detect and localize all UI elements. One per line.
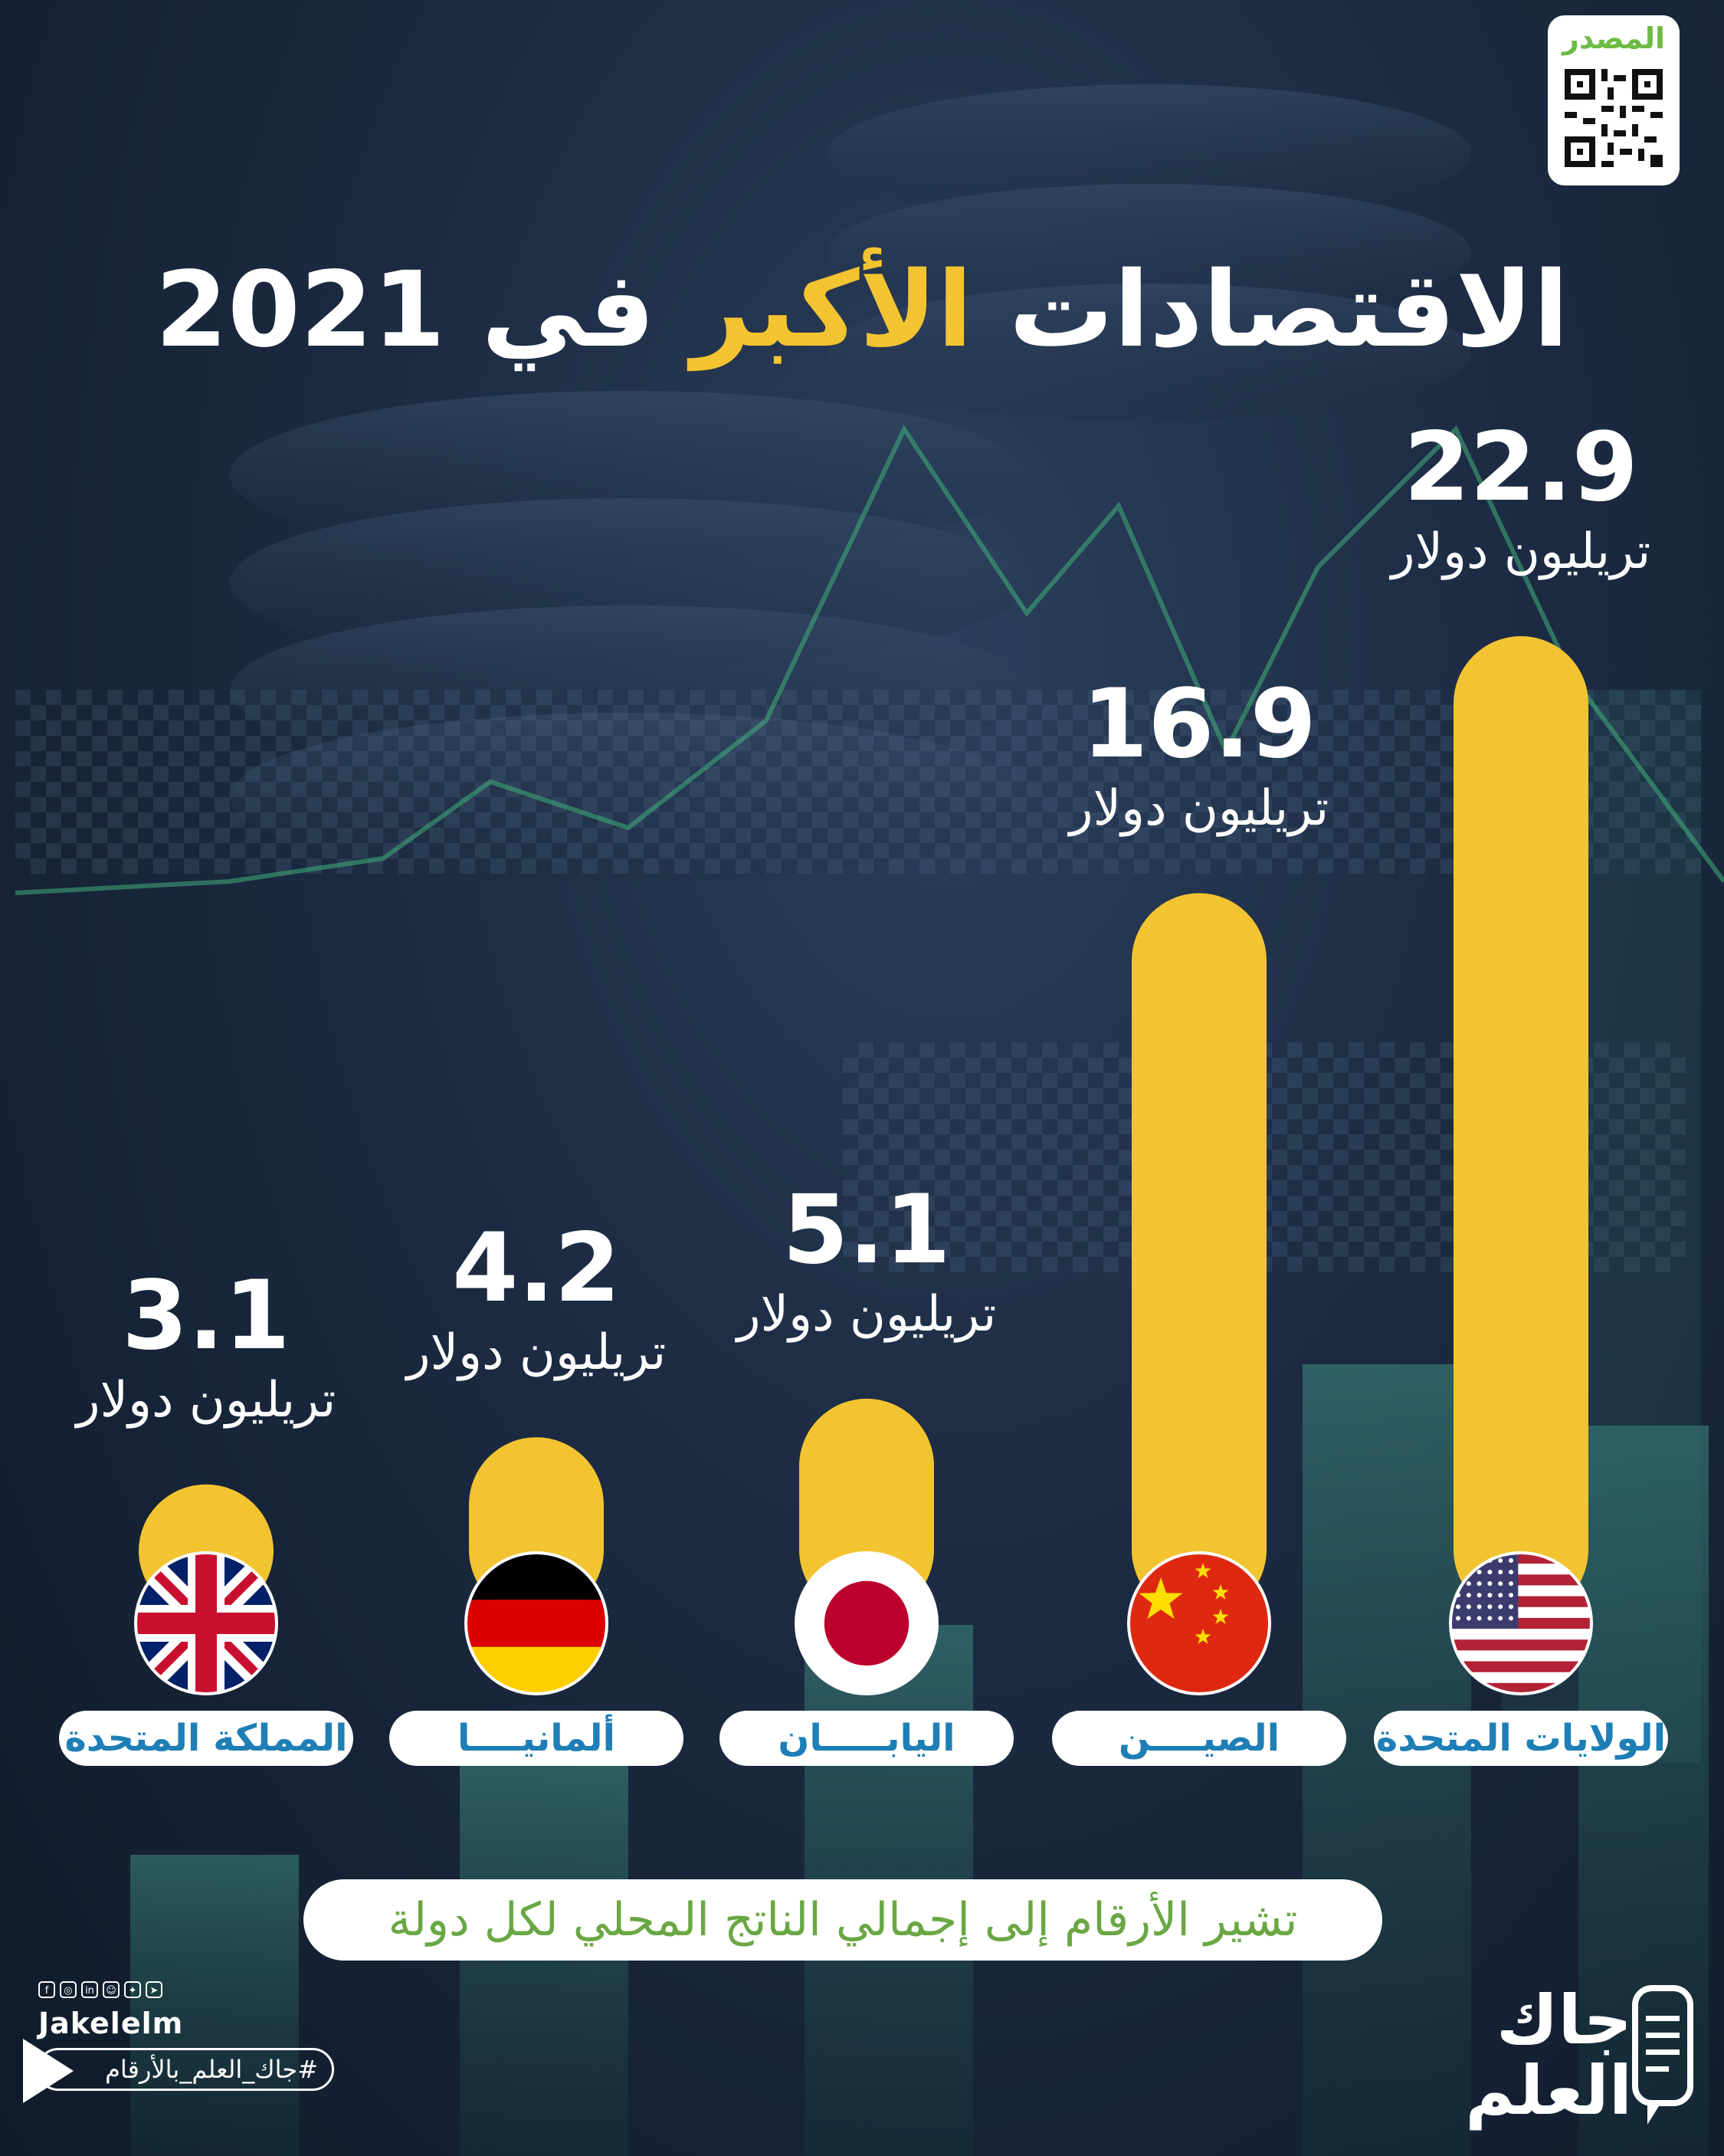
country-label: الولايات المتحدة — [1374, 1711, 1668, 1766]
twitter-icon[interactable]: ✦ — [124, 1981, 141, 1998]
hashtag-pill: #جاك_العلم_بالأرقام — [37, 2048, 334, 2091]
facebook-icon[interactable]: f — [38, 1981, 55, 1998]
title-part-1: الاقتصادات — [1008, 250, 1569, 371]
social-icons-row: f ◎ in ☺ ✦ ➤ — [38, 1981, 162, 2000]
us-flag-icon — [1449, 1551, 1593, 1695]
source-badge[interactable]: المصدر — [1548, 15, 1680, 185]
note-pill: تشير الأرقام إلى إجمالي الناتج المحلي لك… — [303, 1879, 1382, 1961]
brand-logo-text: جاك العلم — [1465, 1980, 1632, 2130]
value-unit-label: تريليون دولار — [1069, 780, 1329, 838]
brand-line-1: جاك — [1496, 1980, 1632, 2059]
telegram-icon[interactable]: ➤ — [146, 1981, 162, 1998]
snapchat-icon[interactable]: ☺ — [103, 1981, 120, 1998]
germany-flag-icon — [464, 1551, 608, 1695]
value-label: 16.9 — [1082, 669, 1316, 780]
country-label: ألمانيــــا — [389, 1711, 683, 1766]
value-unit-label: تريليون دولار — [406, 1324, 667, 1382]
title-part-2: الأكبر — [691, 250, 973, 371]
country-label: الصيــــن — [1052, 1711, 1346, 1766]
play-icon — [23, 2039, 74, 2103]
uk-flag-icon — [134, 1551, 278, 1695]
bar-1 — [1132, 893, 1267, 1617]
qr-code-icon[interactable] — [1565, 69, 1663, 167]
value-label: 3.1 — [122, 1260, 290, 1371]
value-label: 22.9 — [1404, 412, 1638, 523]
social-handle: Jakelelm — [38, 2007, 184, 2040]
value-unit-label: تريليون دولار — [736, 1285, 997, 1343]
value-unit-label: تريليون دولار — [1391, 523, 1651, 580]
value-label: 5.1 — [782, 1174, 951, 1285]
japan-flag-icon — [795, 1551, 939, 1695]
value-label: 4.2 — [452, 1213, 621, 1324]
source-label: المصدر — [1562, 21, 1666, 55]
brand-chat-icon — [1632, 1985, 1693, 2125]
bar-0 — [1454, 636, 1588, 1617]
linkedin-icon[interactable]: in — [81, 1981, 98, 1998]
instagram-icon[interactable]: ◎ — [60, 1981, 77, 1998]
china-flag-icon — [1127, 1551, 1271, 1695]
country-label: المملكة المتحدة — [59, 1711, 353, 1766]
page-title: الاقتصادات الأكبر في 2021 — [84, 245, 1640, 376]
title-part-3: في 2021 — [155, 250, 656, 371]
value-unit-label: تريليون دولار — [76, 1371, 336, 1429]
country-label: اليابـــــان — [719, 1711, 1014, 1766]
brand-line-2: العلم — [1465, 2051, 1632, 2130]
